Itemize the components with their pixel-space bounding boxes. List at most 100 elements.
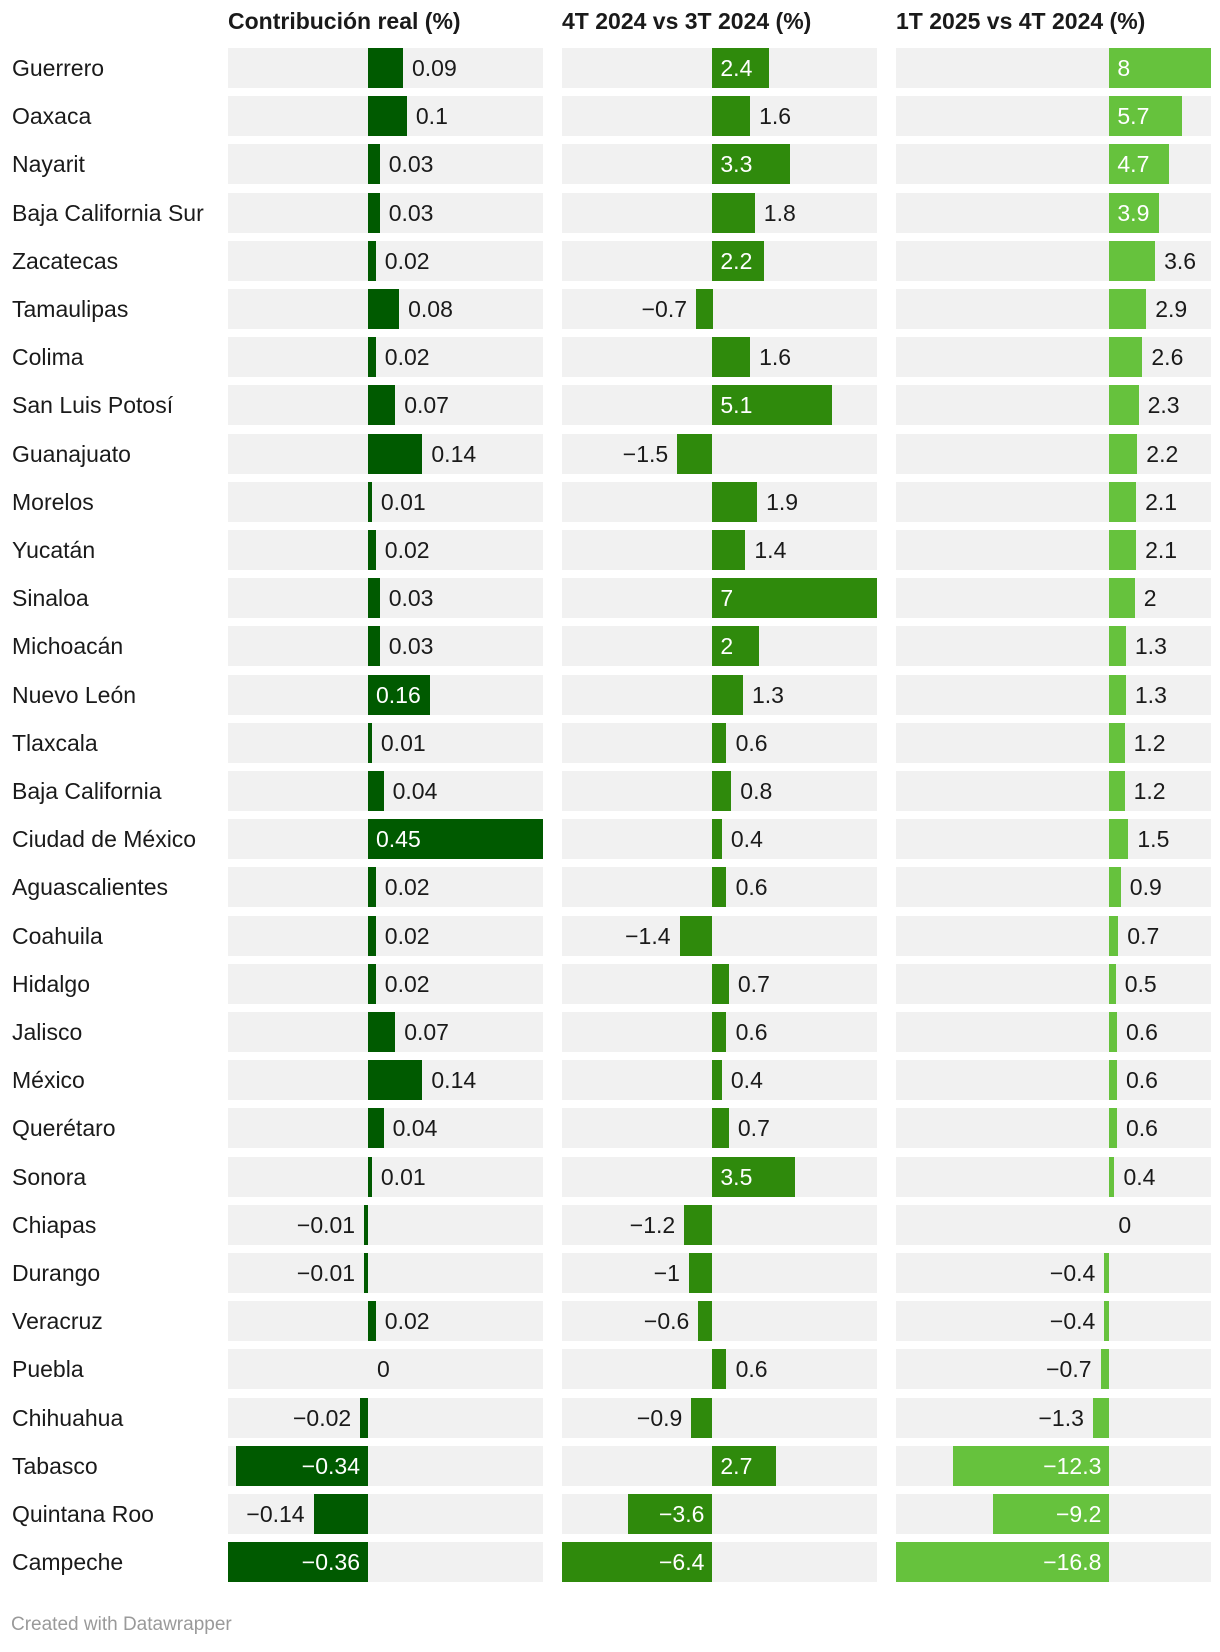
- table-row: Baja California 0.04 0.8 1.2: [0, 771, 1220, 811]
- bar: [1109, 193, 1159, 233]
- bar: [360, 1398, 368, 1438]
- bar: [1109, 337, 1143, 377]
- data-label: 5.7: [1117, 103, 1150, 129]
- bar: [368, 289, 400, 329]
- row-label: Yucatán: [12, 537, 96, 563]
- row-label: Guanajuato: [12, 441, 131, 467]
- data-label: 0.02: [384, 537, 430, 563]
- bar: [712, 1349, 727, 1389]
- bar-track: [562, 1398, 877, 1438]
- bar-track: [228, 867, 543, 907]
- bar: [1109, 144, 1170, 184]
- data-label: 1.8: [763, 200, 796, 226]
- bar-track: [228, 916, 543, 956]
- data-label: 2.3: [1147, 392, 1180, 418]
- row-label: Durango: [12, 1260, 101, 1286]
- data-label: 0.5: [1124, 971, 1157, 997]
- bar: [1104, 1301, 1110, 1341]
- data-label: 0.02: [384, 874, 430, 900]
- table-row: Puebla 0 0.6 −0.7: [0, 1349, 1220, 1389]
- data-label: 7: [720, 585, 734, 611]
- bar: [368, 530, 376, 570]
- bar-track: [228, 1253, 543, 1293]
- bar: [368, 1012, 396, 1052]
- row-label: Tabasco: [12, 1453, 98, 1479]
- table-row: Quintana Roo −0.14 −3.6 −9.2: [0, 1494, 1220, 1534]
- data-label: 2: [1143, 585, 1157, 611]
- bar: [992, 1494, 1110, 1534]
- footer-credit: Created with Datawrapper: [11, 1614, 232, 1635]
- data-label: −1.3: [1038, 1405, 1084, 1431]
- row-label: Puebla: [12, 1356, 84, 1382]
- table-row: Tlaxcala 0.01 0.6 1.2: [0, 723, 1220, 763]
- bar: [368, 434, 423, 474]
- row-label: México: [12, 1067, 85, 1093]
- bar: [228, 1542, 368, 1582]
- table-row: Baja California Sur 0.03 1.8 3.9: [0, 193, 1220, 233]
- bar: [368, 1157, 372, 1197]
- data-label: 2.2: [720, 248, 753, 274]
- row-label: Campeche: [12, 1549, 124, 1575]
- bar: [368, 1301, 376, 1341]
- bar-track: [562, 1253, 877, 1293]
- row-label: Guerrero: [12, 55, 105, 81]
- bar-track: [228, 144, 543, 184]
- bar-track: [896, 675, 1211, 715]
- bar-track: [896, 1205, 1211, 1245]
- bar: [368, 675, 431, 715]
- data-label: 1.5: [1137, 826, 1170, 852]
- bar: [712, 675, 743, 715]
- column-header: 1T 2025 vs 4T 2024 (%): [896, 8, 1146, 34]
- row-label: Aguascalientes: [12, 874, 168, 900]
- bar-track: [562, 289, 877, 329]
- bar-track: [896, 867, 1211, 907]
- bar: [368, 867, 376, 907]
- bar-track: [228, 723, 543, 763]
- bar-track: [896, 771, 1211, 811]
- bar: [1109, 96, 1182, 136]
- bar: [368, 771, 384, 811]
- data-label: −1.5: [622, 441, 669, 467]
- data-label: 2.1: [1145, 489, 1178, 515]
- data-label: 2.1: [1145, 537, 1178, 563]
- bar-track: [228, 1205, 543, 1245]
- bar-track: [228, 1157, 543, 1197]
- data-label: 1.6: [759, 344, 792, 370]
- bar: [1109, 964, 1116, 1004]
- data-label: 1.3: [752, 682, 784, 708]
- table-row: Coahuila 0.02 −1.4 0.7: [0, 916, 1220, 956]
- table-row: Ciudad de México 0.45 0.4 1.5: [0, 819, 1220, 859]
- row-label: Tamaulipas: [12, 296, 129, 322]
- data-label: 0.6: [1126, 1019, 1158, 1045]
- data-label: −0.6: [643, 1308, 690, 1334]
- bar: [1104, 1253, 1110, 1293]
- bar: [684, 1205, 713, 1245]
- row-label: Coahuila: [12, 923, 103, 949]
- bar: [698, 1301, 713, 1341]
- data-label: 1.6: [759, 103, 792, 129]
- bar: [364, 1205, 368, 1245]
- bar: [688, 1253, 713, 1293]
- data-label: 0.02: [384, 1308, 430, 1334]
- bar-track: [896, 1012, 1211, 1052]
- data-label: 0.03: [388, 200, 434, 226]
- bar: [1109, 482, 1137, 522]
- column-header: Contribución real (%): [228, 8, 461, 34]
- row-label: Nuevo León: [12, 682, 137, 708]
- data-label: 2.2: [1146, 441, 1179, 467]
- bar: [712, 482, 758, 522]
- bar-track: [228, 1349, 543, 1389]
- bar-track: [562, 1301, 877, 1341]
- table-row: Morelos 0.01 1.9 2.1: [0, 482, 1220, 522]
- bar-track: [228, 530, 543, 570]
- data-label: 0.03: [388, 585, 434, 611]
- data-label: −0.4: [1049, 1260, 1096, 1286]
- row-label: Zacatecas: [12, 248, 119, 274]
- bar: [562, 1542, 713, 1582]
- bar-track: [562, 1205, 877, 1245]
- bar-track: [896, 1060, 1211, 1100]
- row-label: Veracruz: [12, 1308, 103, 1334]
- row-label: Sonora: [12, 1164, 87, 1190]
- row-label: Sinaloa: [12, 585, 89, 611]
- bar: [712, 1060, 722, 1100]
